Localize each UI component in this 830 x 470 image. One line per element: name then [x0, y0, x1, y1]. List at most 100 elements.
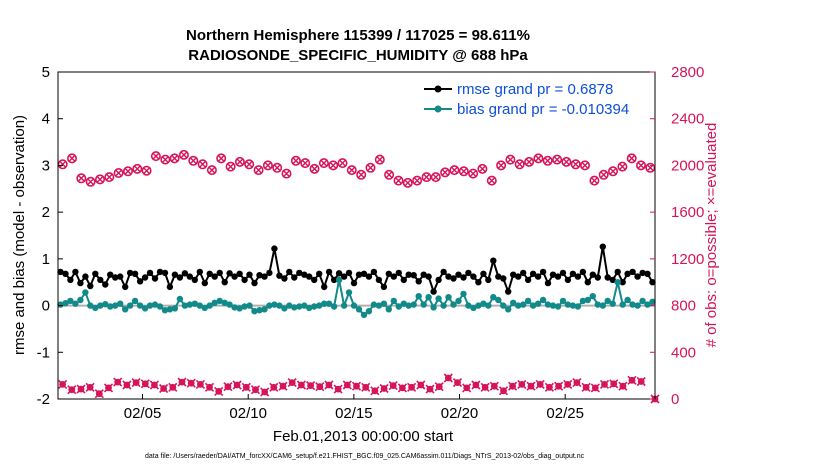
- bias-marker: [72, 300, 79, 307]
- rmse-marker: [405, 271, 412, 278]
- obs-evaluated-cross: [636, 376, 646, 387]
- rmse-marker: [266, 269, 273, 277]
- rmse-marker: [340, 273, 348, 280]
- obs-possible-marker: [76, 173, 87, 184]
- bias-marker: [500, 302, 507, 309]
- bias-marker: [584, 296, 591, 304]
- obs-possible-marker: [225, 161, 236, 172]
- rmse-marker: [380, 283, 388, 291]
- obs-evaluated-overlay: [77, 174, 85, 182]
- obs-possible-marker: [281, 168, 292, 179]
- obs-evaluated-overlay: [329, 161, 337, 169]
- y-right-tick-label: 2800: [671, 64, 704, 81]
- bias-marker: [291, 304, 298, 311]
- obs-evaluated-cross: [186, 378, 196, 388]
- obs-evaluated-overlay: [628, 154, 636, 162]
- y-axis-right-label: # of obs: o=possible; ×=evaluated: [703, 123, 720, 348]
- bias-marker: [350, 302, 358, 309]
- obs-possible-marker: [290, 155, 301, 166]
- bias-marker: [490, 294, 497, 301]
- obs-evaluated-cross: [324, 380, 334, 390]
- obs-evaluated-cross: [581, 382, 591, 392]
- bias-marker: [355, 306, 363, 313]
- rmse-marker: [296, 269, 303, 277]
- y-axis-left-label: rmse and bias (model - observation): [11, 115, 28, 355]
- bias-marker: [440, 302, 447, 309]
- obs-evaluated-cross: [361, 382, 371, 392]
- rmse-marker: [549, 271, 557, 278]
- bias-marker: [400, 300, 407, 307]
- bias-marker: [639, 297, 646, 305]
- obs-evaluated-overlay: [478, 165, 486, 173]
- obs-evaluated-overlay: [572, 160, 580, 168]
- obs-evaluated-overlay: [273, 164, 281, 172]
- rmse-marker: [579, 268, 587, 276]
- bias-marker: [201, 304, 208, 312]
- obs-evaluated-overlay: [609, 167, 617, 175]
- bias-marker: [534, 300, 542, 307]
- rmse-marker: [166, 283, 174, 291]
- rmse-marker: [122, 283, 129, 291]
- obs-evaluated-overlay: [441, 168, 449, 176]
- rmse-marker: [520, 269, 527, 277]
- rmse-marker: [415, 278, 422, 285]
- bias-marker: [62, 300, 69, 307]
- obs-possible-marker: [598, 169, 609, 180]
- bias-marker: [410, 301, 417, 308]
- bias-marker: [395, 303, 402, 310]
- obs-evaluated-overlay: [264, 161, 272, 169]
- obs-possible-marker: [570, 159, 581, 170]
- rmse-marker: [330, 276, 338, 284]
- rmse-marker: [634, 273, 641, 280]
- rmse-marker: [445, 273, 452, 280]
- obs-evaluated-cross: [342, 380, 352, 390]
- obs-evaluated-cross: [572, 378, 582, 388]
- rmse-marker: [385, 270, 392, 277]
- bias-marker: [579, 297, 587, 305]
- obs-possible-marker: [216, 153, 227, 164]
- obs-evaluated-cross: [232, 380, 242, 390]
- legend-box: [422, 78, 650, 122]
- bias-marker: [539, 296, 547, 304]
- rmse-marker: [390, 273, 397, 280]
- bias-marker: [649, 298, 656, 305]
- rmse-marker: [515, 273, 522, 280]
- obs-evaluated-overlay: [236, 158, 244, 166]
- obs-possible-marker: [486, 175, 497, 186]
- y-right-tick-label: 2400: [671, 111, 704, 128]
- obs-possible-marker: [374, 154, 385, 165]
- obs-evaluated-overlay: [133, 165, 141, 173]
- rmse-marker: [450, 275, 457, 282]
- bias-marker: [296, 303, 303, 310]
- bias-marker: [425, 294, 432, 301]
- bias-marker: [97, 302, 104, 309]
- obs-evaluated-overlay: [208, 166, 216, 174]
- rmse-marker: [420, 271, 427, 278]
- bias-marker: [619, 301, 626, 308]
- bias-marker: [311, 303, 318, 310]
- rmse-marker: [370, 268, 378, 276]
- y-left-tick-label: 0: [42, 298, 50, 315]
- obs-evaluated-overlay: [227, 163, 235, 171]
- obs-possible-marker: [402, 177, 413, 188]
- rmse-marker: [286, 268, 293, 276]
- bias-marker: [599, 302, 606, 309]
- obs-possible-marker: [635, 160, 646, 171]
- x-axis-label: Feb.01,2013 00:00:00 start: [273, 428, 454, 445]
- obs-evaluated-overlay: [124, 167, 132, 175]
- rmse-marker: [146, 269, 154, 277]
- rmse-marker: [82, 273, 89, 280]
- obs-evaluated-overlay: [581, 161, 589, 169]
- rmse-marker: [639, 269, 646, 277]
- obs-evaluated-cross: [287, 378, 297, 388]
- bias-marker: [256, 307, 263, 314]
- obs-possible-marker: [262, 160, 273, 171]
- bias-marker: [122, 306, 129, 313]
- obs-evaluated-cross: [379, 383, 389, 394]
- bias-marker: [345, 289, 353, 296]
- obs-possible-marker: [421, 172, 432, 183]
- bias-marker: [117, 300, 124, 307]
- rmse-marker: [619, 279, 626, 286]
- rmse-marker: [529, 270, 537, 277]
- bias-marker: [644, 301, 651, 308]
